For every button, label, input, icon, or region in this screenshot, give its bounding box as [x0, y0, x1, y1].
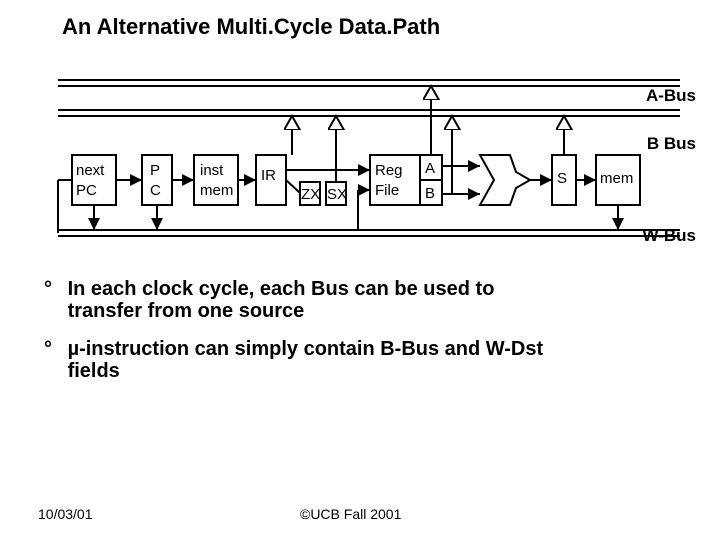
- regfile-l2: File: [375, 182, 399, 199]
- block-reg-b: B: [420, 180, 442, 205]
- reg-a-label: A: [425, 160, 435, 177]
- block-next-pc: next PC: [72, 155, 116, 205]
- pc-l2: C: [150, 182, 161, 199]
- ir-label: IR: [261, 167, 276, 184]
- block-alu: [480, 155, 530, 205]
- block-s: S: [552, 155, 576, 205]
- w-bus: [58, 230, 680, 236]
- b-bus: [58, 110, 680, 116]
- next-pc-l2: PC: [76, 182, 97, 199]
- block-inst-mem: inst mem: [194, 155, 238, 205]
- block-sx: SX: [326, 182, 347, 205]
- block-reg-file: Reg File: [370, 155, 420, 205]
- block-zx: ZX: [300, 182, 320, 205]
- block-mem: mem: [596, 155, 640, 205]
- block-ir: IR: [256, 155, 286, 205]
- zx-label: ZX: [301, 186, 320, 203]
- sx-label: SX: [327, 186, 347, 203]
- s-label: S: [557, 170, 567, 187]
- instmem-l2: mem: [200, 182, 233, 199]
- block-reg-a: A: [420, 155, 442, 180]
- mem-label: mem: [600, 170, 633, 187]
- instmem-l1: inst: [200, 162, 224, 179]
- pc-l1: P: [150, 162, 160, 179]
- datapath-diagram: next PC P C inst mem IR ZX SX Reg File A: [0, 0, 720, 540]
- next-pc-l1: next: [76, 162, 105, 179]
- a-bus: [58, 80, 680, 86]
- block-pc: P C: [142, 155, 172, 205]
- regfile-l1: Reg: [375, 162, 403, 179]
- reg-b-label: B: [425, 185, 435, 202]
